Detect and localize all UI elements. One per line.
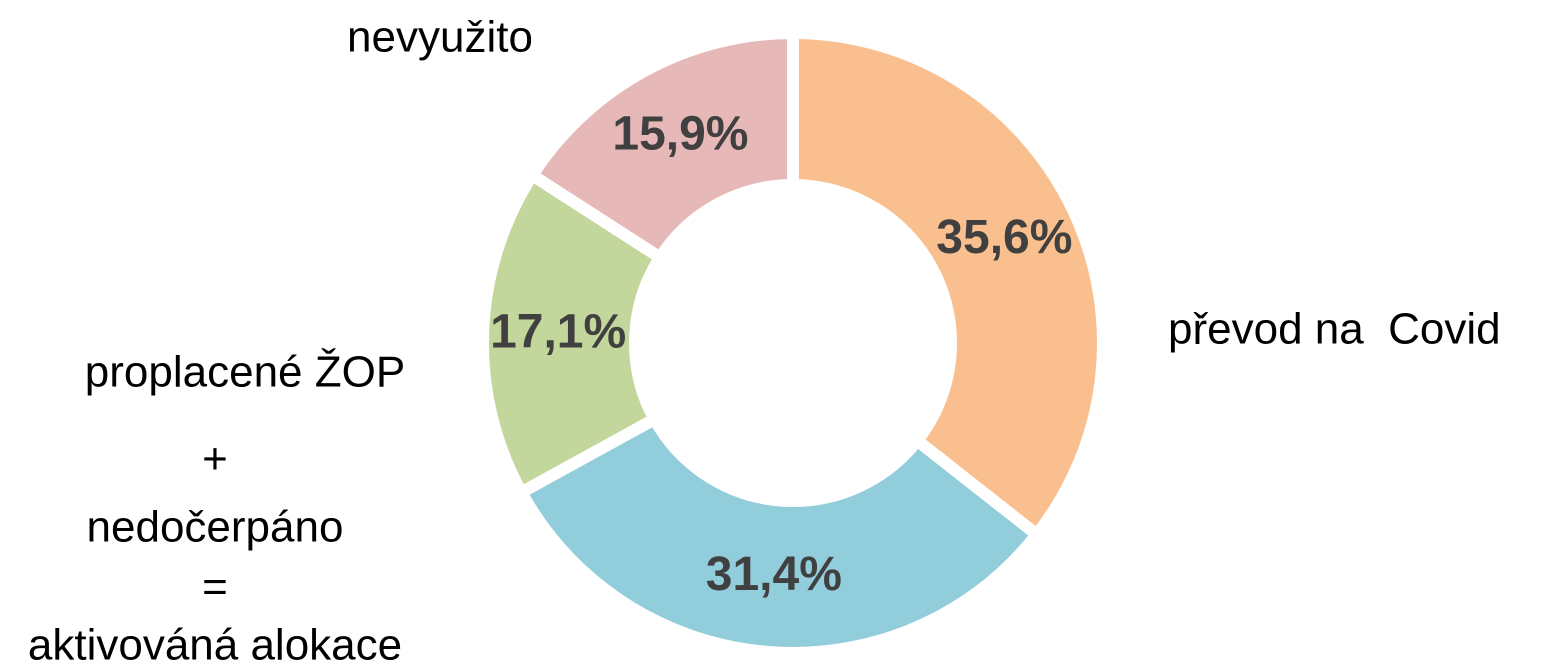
donut-segment <box>513 410 1046 659</box>
annotation: nedočerpáno <box>87 503 344 552</box>
donut-segment <box>787 26 1109 543</box>
value-label: 15,9% <box>612 107 748 160</box>
category-label: nevyužito <box>347 13 533 62</box>
value-label: 35,6% <box>936 211 1072 264</box>
category-label: proplacené ŽOP <box>85 348 405 397</box>
value-label: 17,1% <box>490 306 626 359</box>
category-label: převod na Covid <box>1168 305 1501 354</box>
donut-segment <box>524 26 799 266</box>
annotation: = <box>202 563 228 612</box>
annotation: + <box>202 435 228 484</box>
donut-segment <box>477 166 669 501</box>
annotation: aktivováná alokace <box>28 621 402 670</box>
value-label: 31,4% <box>706 548 842 601</box>
